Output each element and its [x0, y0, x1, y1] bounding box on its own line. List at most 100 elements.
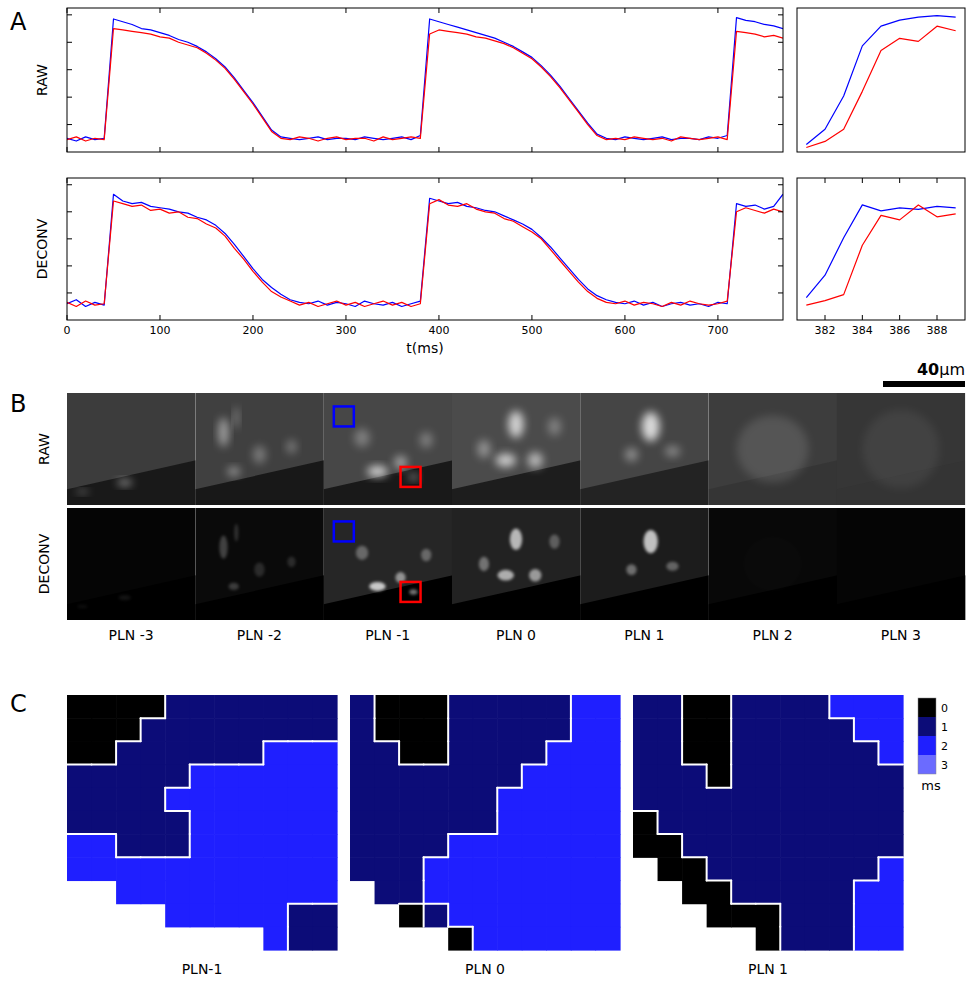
- map-cell: [595, 741, 620, 765]
- map-cell: [399, 811, 424, 835]
- tile-bg: [324, 508, 453, 620]
- map-cell: [546, 718, 571, 742]
- map-cell: [805, 857, 830, 881]
- contours: [375, 695, 571, 950]
- panel-letter: A: [10, 8, 27, 36]
- y-tick: [67, 42, 72, 43]
- map-cell: [805, 765, 830, 789]
- contour: [731, 903, 756, 905]
- map-cell: [707, 765, 732, 789]
- tissue-edge: [580, 575, 709, 620]
- contour: [707, 879, 732, 881]
- map-cell: [522, 788, 547, 812]
- map-cell: [399, 857, 424, 881]
- map-cell: [214, 880, 239, 904]
- map-cell: [92, 741, 117, 765]
- map-cell: [263, 857, 288, 881]
- map-cell: [854, 741, 879, 765]
- map-cell: [756, 857, 781, 881]
- map-cell: [424, 741, 449, 765]
- plot-area: [806, 205, 955, 305]
- contour: [190, 764, 215, 766]
- map-cell: [595, 880, 620, 904]
- map-cell: [707, 857, 732, 881]
- bright-spot: [219, 536, 227, 559]
- map-cell: [780, 811, 805, 835]
- map-cell: [633, 811, 658, 835]
- tissue-edge: [324, 575, 453, 620]
- map-cell: [854, 788, 879, 812]
- bright-spot: [510, 529, 522, 551]
- map-cell: [424, 765, 449, 789]
- tile-bg: [837, 508, 966, 620]
- tile-bg: [580, 508, 709, 620]
- map-cell: [522, 857, 547, 881]
- y-tick: [67, 124, 72, 125]
- map-cell: [756, 880, 781, 904]
- contour: [263, 740, 288, 742]
- x-tick: [937, 315, 938, 320]
- bright-spot: [218, 418, 228, 447]
- contour: [189, 765, 191, 788]
- map-cell: [780, 741, 805, 765]
- contour: [633, 810, 658, 812]
- bright-spot: [529, 569, 541, 582]
- map-cell: [829, 695, 854, 719]
- map-cell: [263, 880, 288, 904]
- x-tick: [624, 8, 625, 13]
- map-cell: [854, 857, 879, 881]
- line-chart: 0100200300400500600700DECONVt(ms): [34, 178, 783, 356]
- map-cell: [522, 834, 547, 858]
- y-tick: [778, 184, 783, 185]
- map-cell: [214, 788, 239, 812]
- bright-spot: [870, 533, 932, 596]
- map-cell: [141, 834, 166, 858]
- map-cell: [399, 904, 424, 928]
- bright-spot: [626, 564, 636, 575]
- plot-area: [67, 194, 783, 306]
- map-cell: [165, 741, 190, 765]
- map-cell: [497, 857, 522, 881]
- y-tick: [778, 69, 783, 70]
- map-cell: [595, 834, 620, 858]
- tissue-edge: [195, 575, 324, 620]
- frame: [67, 8, 783, 152]
- map-cell: [190, 904, 215, 928]
- map-cell: [67, 718, 92, 742]
- map-cell: [92, 857, 117, 881]
- x-tick: [67, 178, 68, 183]
- map-cell: [682, 834, 707, 858]
- map-cell: [756, 718, 781, 742]
- map-cell: [878, 834, 903, 858]
- x-tick: [862, 315, 863, 320]
- map-cell: [633, 834, 658, 858]
- contour: [521, 765, 523, 788]
- image-tile: [324, 508, 453, 620]
- contour: [706, 857, 708, 880]
- map-cell: [522, 904, 547, 928]
- plot-area: [806, 16, 955, 148]
- x-tick: [252, 147, 253, 152]
- map-cell: [312, 765, 337, 789]
- map-cell: [165, 765, 190, 789]
- map-cell: [288, 834, 313, 858]
- map-cell: [424, 857, 449, 881]
- map-cell: [165, 834, 190, 858]
- contour: [447, 834, 449, 857]
- contour: [545, 741, 547, 764]
- map-cell: [399, 718, 424, 742]
- x-tick: [159, 147, 160, 152]
- map-cell: [595, 904, 620, 928]
- map-cell: [756, 811, 781, 835]
- map-cell: [731, 811, 756, 835]
- scale-bar-label: 40μm: [917, 360, 965, 379]
- map-cell: [473, 857, 498, 881]
- image-tile: [195, 393, 324, 505]
- map-cell: [448, 834, 473, 858]
- plot-area: [67, 18, 783, 141]
- contour: [398, 741, 400, 764]
- contour: [214, 764, 239, 766]
- bright-spot: [642, 412, 660, 441]
- activation-map: PLN 1: [633, 695, 904, 977]
- contour: [730, 880, 732, 903]
